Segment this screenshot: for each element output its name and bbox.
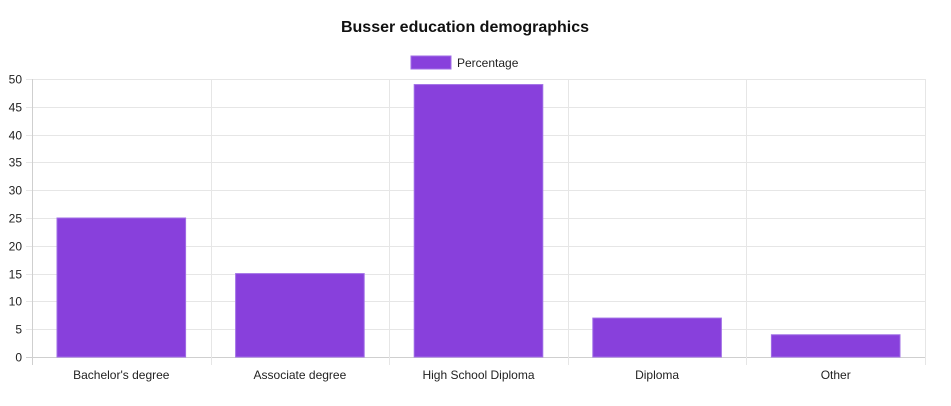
y-tick-label: 5 bbox=[15, 323, 22, 337]
x-tick-label: Other bbox=[821, 368, 851, 382]
legend[interactable]: Percentage bbox=[410, 55, 519, 70]
bar[interactable] bbox=[770, 334, 901, 358]
x-axis-ticks: Bachelor's degree Associate degree High Sc… bbox=[73, 368, 851, 382]
x-tick-label: Bachelor's degree bbox=[73, 368, 170, 382]
legend-swatch bbox=[410, 55, 452, 70]
y-tick-label: 30 bbox=[9, 184, 23, 198]
y-tick-label: 0 bbox=[15, 351, 22, 365]
bar[interactable] bbox=[56, 217, 187, 358]
bar[interactable] bbox=[592, 317, 722, 358]
y-tick-label: 25 bbox=[9, 212, 23, 226]
y-tick-label: 20 bbox=[9, 240, 23, 254]
bar[interactable] bbox=[235, 273, 365, 358]
y-tick-label: 35 bbox=[9, 156, 23, 170]
bars bbox=[56, 84, 901, 358]
bar[interactable] bbox=[413, 84, 544, 358]
y-tick-label: 10 bbox=[9, 295, 23, 309]
chart-title: Busser education demographics bbox=[341, 19, 589, 36]
x-tick-label: Associate degree bbox=[254, 368, 347, 382]
y-tick-label: 45 bbox=[9, 101, 23, 115]
y-tick-label: 40 bbox=[9, 129, 23, 143]
x-tick-label: High School Diploma bbox=[422, 368, 534, 382]
x-tick-label: Diploma bbox=[635, 368, 679, 382]
legend-label: Percentage bbox=[457, 56, 519, 70]
y-tick-label: 50 bbox=[9, 73, 23, 87]
y-axis-ticks: 0 5 10 15 20 25 30 35 40 45 50 bbox=[9, 73, 23, 365]
y-tick-label: 15 bbox=[9, 268, 23, 282]
